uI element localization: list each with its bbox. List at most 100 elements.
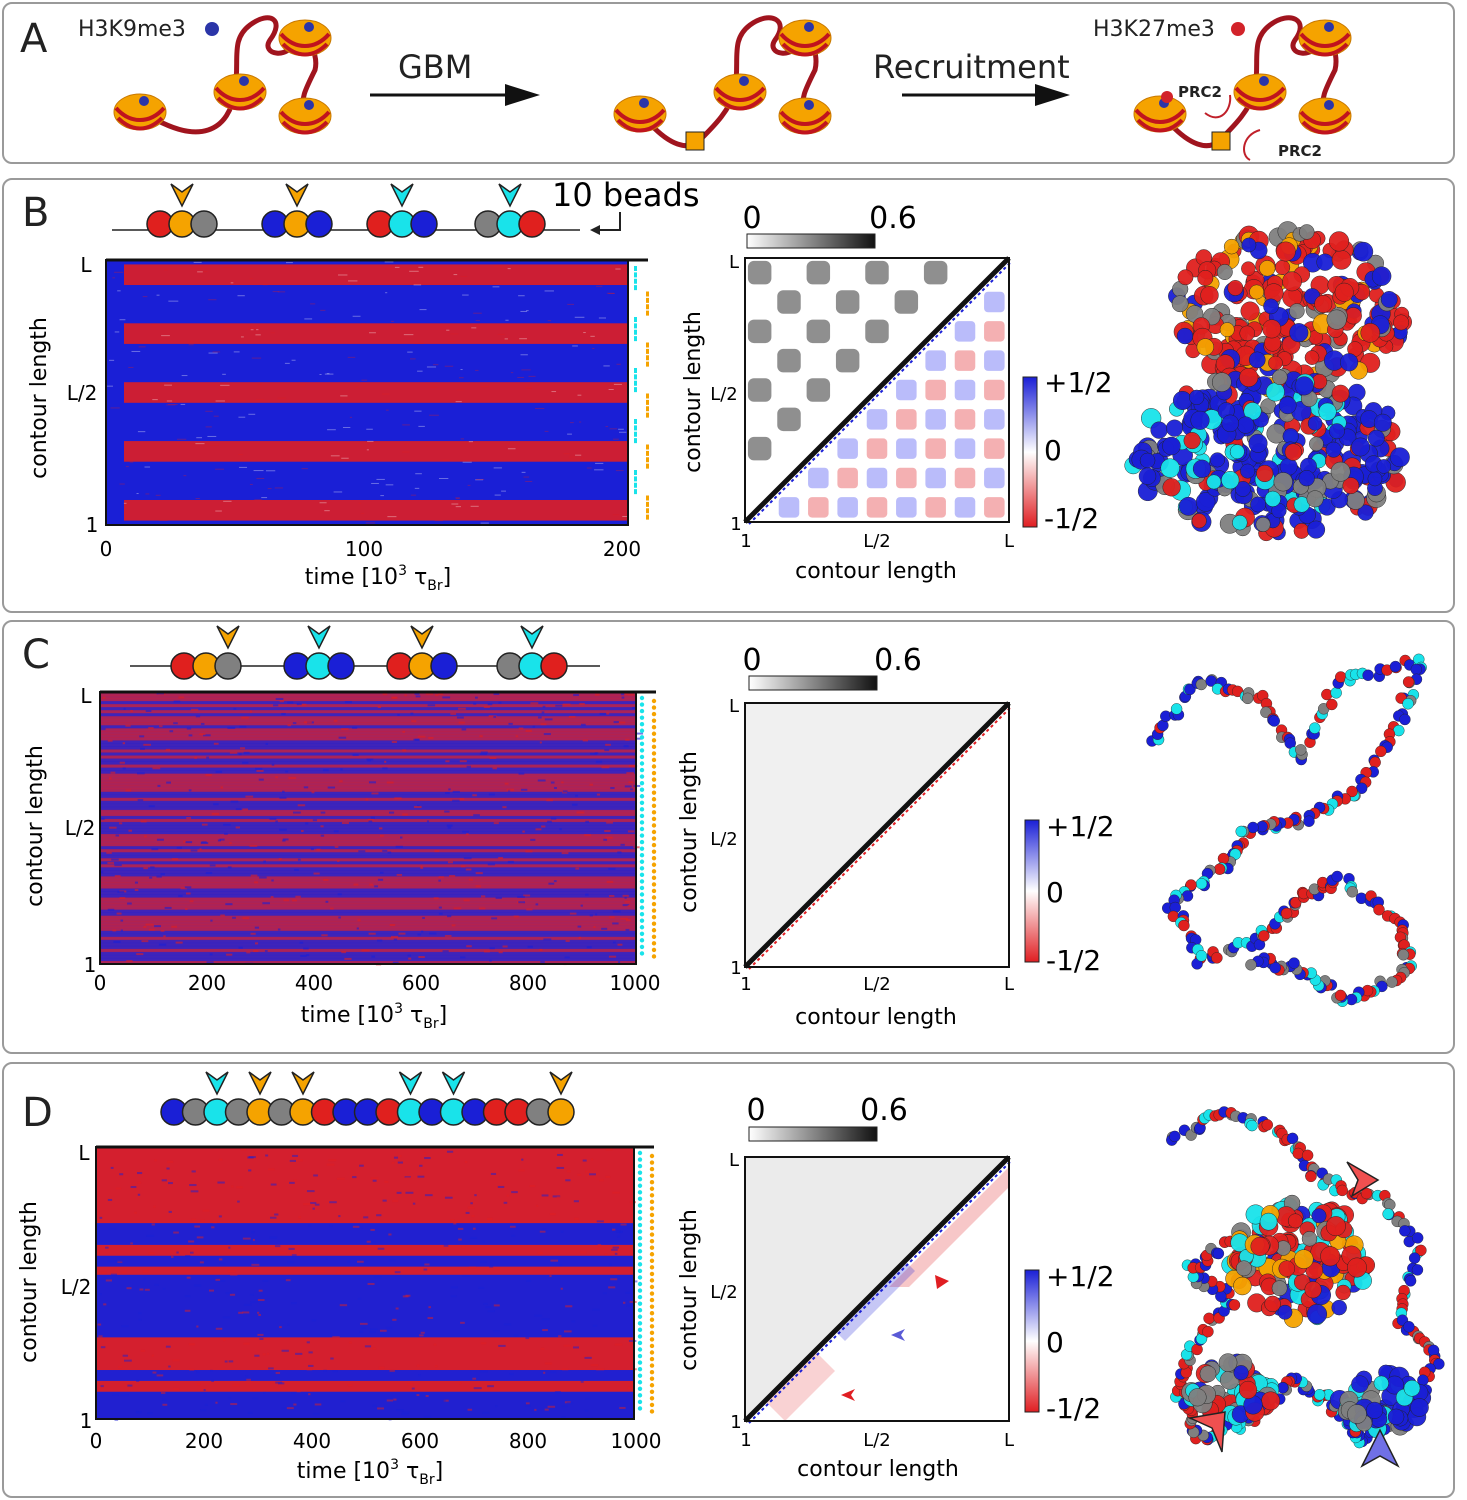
bracket-arrow-icon [595,212,621,231]
panel-b-contact-map: 0 0.6 contour length L L/2 1 1 L/2 L con… [681,201,1113,584]
nucleosome-icon [713,73,767,111]
y-tick-label: 1 [730,958,741,979]
panel-b-kymograph: contour length L L/2 1 0 100 200 time [1… [27,176,699,594]
gray-colorbar-c [748,675,878,691]
gray-cb-max: 0.6 [874,643,922,678]
marker-arrow-icon [498,183,522,208]
marker-arrow-icon [216,625,240,650]
y-tick-label: L/2 [710,829,738,850]
cb-max: +1/2 [1046,810,1115,843]
x-tick-label: 200 [185,1429,223,1453]
polymer-render-d-right [1329,1364,1432,1439]
annotation-arrowhead-icon [1360,1428,1400,1468]
contact-map-c [743,701,1012,970]
cb-max: +1/2 [1044,366,1113,399]
y-axis-label: contour length [23,745,48,907]
marker-arrow-icon [205,1071,229,1096]
panel-a-letter: A [20,16,48,62]
x-axis-label: contour length [797,1457,959,1482]
x-tick-label: L/2 [863,531,891,552]
y-axis-label: contour length [27,317,52,479]
kymograph-c [99,690,657,966]
annotation-arrowhead-icon [841,1389,855,1401]
nucleosome-icon [278,97,332,135]
cb-mid: 0 [1044,434,1062,467]
panel-d-kymograph: contour length L L/2 1 0 200 400 600 800… [17,1141,661,1488]
h3k27me3-dot [1231,22,1245,36]
gray-cb-min: 0 [742,201,761,236]
bead-triplet [261,183,333,238]
y-tick-label: L [729,252,739,273]
prc2-label-2: PRC2 [1278,142,1322,160]
x-tick-label: 100 [345,537,383,561]
cb-mid: 0 [1046,1326,1064,1359]
x-tick-label: 1 [740,974,751,995]
marker-arrow-icon [520,625,544,650]
nucleosome-icon [778,19,832,57]
y-tick-label: L/2 [65,816,96,840]
marker-arrow-icon [291,1071,315,1096]
x-tick-label: L/2 [863,1430,891,1451]
gray-cb-min: 0 [742,643,761,678]
polymer-render-d-left [1181,1353,1281,1426]
kymograph-b [105,258,649,526]
x-tick-label: 200 [603,537,641,561]
arrow-right-icon [505,84,540,106]
marker-arrow-icon [248,1071,272,1096]
y-tick-label: 1 [730,514,741,535]
marker-arrow-icon [307,625,331,650]
y-tick-label: L/2 [61,1275,92,1299]
bead-triplet [283,625,355,680]
nucleosome-icon [213,73,267,111]
x-axis-label: contour length [795,559,957,584]
marker-arrow-icon [390,183,414,208]
x-tick-label: 600 [401,1429,439,1453]
y-tick-label: 1 [730,1412,741,1433]
y-axis-label: contour length [677,751,702,913]
bead-triplet [170,625,242,680]
y-tick-label: L [78,1141,90,1165]
polymer-render-c [1146,653,1427,1007]
gray-cb-max: 0.6 [860,1093,908,1128]
panel-b-letter: B [22,190,50,236]
marker-arrow-icon [441,1071,466,1096]
marker-arrow-icon [398,1071,423,1096]
marker-arrow-icon [549,1071,573,1096]
kymograph-d [95,1145,655,1421]
polymer-render-d-core [1221,1194,1376,1328]
y-tick-label: L/2 [710,1282,738,1303]
panel-c-letter: C [22,632,50,678]
x-axis-label: time [103 τBr] [301,1001,447,1032]
nucleosome-icon [113,93,167,131]
gray-colorbar-b [746,233,876,249]
panel-d-letter: D [22,1090,53,1136]
y-tick-label: L [729,696,739,717]
polymer-render-b-blue [1124,367,1410,542]
gray-cb-max: 0.6 [869,201,917,236]
annotation-arrowhead-icon [935,1275,949,1289]
panel-c-contact-map: 0 0.6 contour length L L/2 1 1 L/2 L con… [677,643,1115,1030]
y-tick-label: L [80,684,92,708]
x-tick-label: 600 [402,971,440,995]
y-tick-label: L [729,1150,739,1171]
prc2-label-1: PRC2 [1178,83,1222,101]
annotation-arrowhead-icon [1346,1161,1380,1198]
y-tick-label: L/2 [67,381,98,405]
x-axis-label: contour length [795,1005,957,1030]
x-tick-label: 800 [509,971,547,995]
marker-arrow-icon [170,183,194,208]
marker-arrow-icon [410,625,434,650]
x-tick-label: 0 [100,537,113,561]
contact-map-d [743,1155,1012,1424]
rb-colorbar-b [1022,376,1038,528]
gbm-label: GBM [398,48,472,86]
h3k9me3-dot [205,22,219,36]
cb-min: -1/2 [1046,944,1101,977]
nucleosome-icon [1298,97,1352,135]
bead-triplet [146,183,218,238]
x-tick-label: 1 [740,1430,751,1451]
x-tick-label: L/2 [863,974,891,995]
gbm-square-icon [685,131,705,151]
rb-colorbar-c [1024,819,1040,963]
contact-map-b [743,256,1012,525]
